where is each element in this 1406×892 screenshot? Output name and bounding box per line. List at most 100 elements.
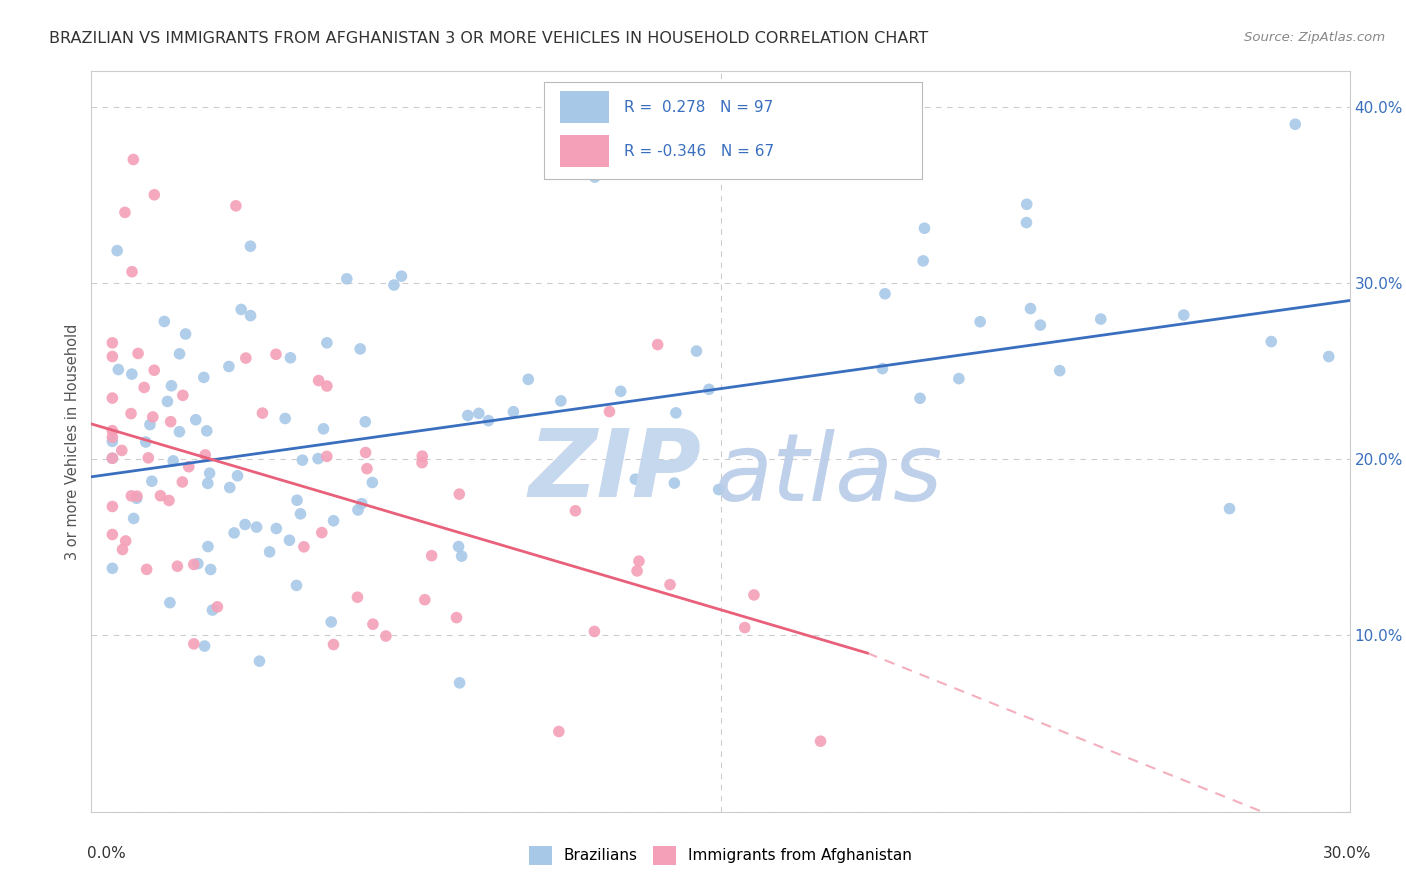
Point (101, 430, 124, 444)
Point (122, 153, 145, 167)
Point (101, 561, 124, 575)
Point (101, 451, 124, 466)
Point (134, 380, 156, 394)
Text: BRAZILIAN VS IMMIGRANTS FROM AFGHANISTAN 3 OR MORE VEHICLES IN HOUSEHOLD CORRELA: BRAZILIAN VS IMMIGRANTS FROM AFGHANISTAN… (49, 31, 928, 46)
Point (872, 361, 894, 376)
Point (143, 187, 166, 202)
Point (224, 525, 246, 540)
Point (172, 475, 194, 489)
Point (290, 507, 312, 521)
Point (259, 545, 281, 559)
Point (264, 347, 287, 361)
Point (139, 417, 162, 432)
Point (449, 487, 471, 501)
Point (609, 384, 631, 399)
Point (1284, 117, 1306, 131)
Point (285, 578, 308, 592)
Point (664, 476, 686, 491)
Point (218, 359, 240, 374)
Point (912, 253, 935, 268)
Point (149, 489, 172, 503)
Point (157, 493, 180, 508)
Point (336, 272, 359, 286)
Point (477, 414, 499, 428)
Point (347, 503, 370, 517)
Point (121, 265, 143, 279)
Point (142, 409, 165, 424)
Point (322, 638, 344, 652)
Point (120, 489, 142, 503)
Point (350, 497, 373, 511)
Point (1090, 312, 1112, 326)
Point (742, 588, 765, 602)
Point (252, 406, 274, 420)
Point (665, 406, 688, 420)
Point (231, 302, 253, 317)
Point (315, 379, 337, 393)
Point (550, 393, 572, 408)
Point (969, 315, 991, 329)
Point (193, 639, 215, 653)
Point (948, 371, 970, 385)
Point (914, 221, 936, 235)
Point (308, 374, 330, 388)
Point (114, 533, 136, 548)
Point (468, 406, 491, 420)
Point (583, 170, 606, 185)
Point (169, 347, 191, 361)
Point (734, 621, 756, 635)
Point (101, 434, 124, 449)
Point (120, 407, 142, 421)
Point (278, 533, 301, 548)
Point (659, 577, 682, 591)
Point (346, 591, 368, 605)
Point (446, 610, 468, 624)
Point (647, 337, 669, 351)
Point (583, 624, 606, 639)
Point (382, 278, 405, 293)
Point (449, 676, 471, 690)
Point (195, 424, 218, 438)
Point (101, 451, 124, 466)
Point (1218, 501, 1240, 516)
Point (101, 424, 124, 438)
Point (307, 451, 329, 466)
Point (235, 351, 257, 365)
Point (233, 517, 256, 532)
Point (166, 559, 188, 574)
Point (316, 335, 339, 350)
Point (547, 724, 569, 739)
Point (312, 422, 335, 436)
Point (143, 363, 166, 377)
Point (285, 493, 308, 508)
Point (218, 481, 240, 495)
Point (391, 269, 413, 284)
Point (101, 350, 124, 364)
Point (193, 370, 215, 384)
Point (908, 392, 931, 406)
Point (125, 491, 148, 506)
Point (1029, 318, 1052, 332)
Point (354, 445, 377, 459)
Point (291, 453, 314, 467)
Point (1019, 301, 1042, 316)
Point (292, 540, 315, 554)
Point (177, 459, 200, 474)
Point (125, 489, 148, 503)
Point (274, 411, 297, 425)
Point (361, 475, 384, 490)
Point (697, 382, 720, 396)
Point (101, 391, 124, 405)
Point (349, 342, 371, 356)
Point (156, 394, 179, 409)
Point (122, 511, 145, 525)
Point (413, 592, 436, 607)
Point (141, 474, 163, 488)
Point (598, 404, 620, 418)
Point (187, 557, 209, 571)
Point (564, 504, 586, 518)
Point (450, 549, 472, 563)
Point (685, 344, 707, 359)
Point (200, 562, 222, 576)
Point (411, 449, 433, 463)
